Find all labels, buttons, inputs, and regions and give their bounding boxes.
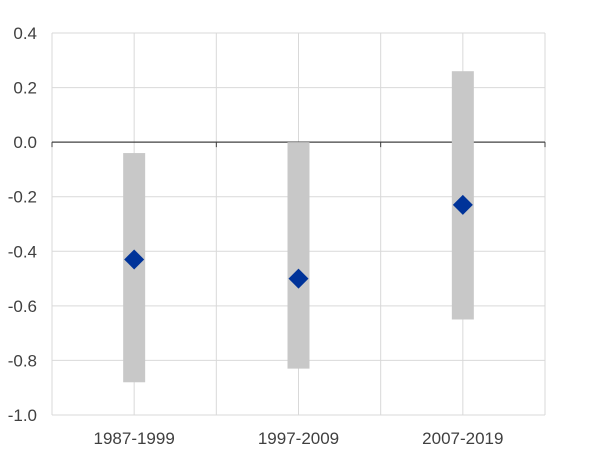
point-marker — [124, 249, 145, 270]
y-tick-label: 0.2 — [13, 79, 37, 98]
y-tick-label: -0.2 — [8, 188, 37, 207]
y-tick-label: -0.4 — [8, 242, 37, 261]
point-marker — [288, 268, 309, 289]
x-category-label: 1987-1999 — [94, 429, 175, 448]
y-tick-label: 0.0 — [13, 133, 37, 152]
point-markers — [124, 194, 473, 289]
y-axis-tick-labels: -1.0 -0.8 -0.6 -0.4 -0.2 0.0 0.2 0.4 — [8, 24, 37, 425]
x-category-label: 2007-2019 — [422, 429, 503, 448]
y-tick-label: -0.8 — [8, 351, 37, 370]
x-category-label: 1997-2009 — [258, 429, 339, 448]
x-axis-category-labels: 1987-1999 1997-2009 2007-2019 — [94, 429, 504, 448]
range-bar — [287, 142, 310, 369]
y-tick-label: -1.0 — [8, 406, 37, 425]
y-tick-label: -0.6 — [8, 297, 37, 316]
y-tick-label: 0.4 — [13, 24, 37, 43]
point-marker — [452, 194, 473, 215]
range-bars — [123, 71, 474, 383]
